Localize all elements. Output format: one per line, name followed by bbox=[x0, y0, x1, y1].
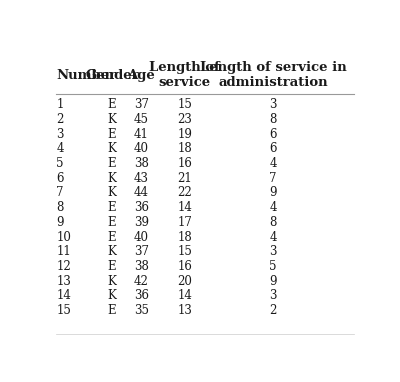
Text: 2: 2 bbox=[270, 304, 277, 317]
Text: 41: 41 bbox=[134, 128, 149, 141]
Text: 4: 4 bbox=[270, 201, 277, 214]
Text: 6: 6 bbox=[270, 142, 277, 155]
Text: 4: 4 bbox=[56, 142, 64, 155]
Text: E: E bbox=[108, 98, 116, 111]
Text: 6: 6 bbox=[270, 128, 277, 141]
Text: 16: 16 bbox=[178, 260, 192, 273]
Text: 38: 38 bbox=[134, 157, 149, 170]
Text: 4: 4 bbox=[270, 157, 277, 170]
Text: 9: 9 bbox=[270, 186, 277, 199]
Text: 22: 22 bbox=[178, 186, 192, 199]
Text: 19: 19 bbox=[178, 128, 192, 141]
Text: 1: 1 bbox=[56, 98, 64, 111]
Text: 12: 12 bbox=[56, 260, 71, 273]
Text: 40: 40 bbox=[134, 142, 149, 155]
Text: Gender: Gender bbox=[85, 69, 139, 82]
Text: 4: 4 bbox=[270, 230, 277, 244]
Text: 14: 14 bbox=[178, 201, 192, 214]
Text: 14: 14 bbox=[56, 289, 71, 303]
Text: 38: 38 bbox=[134, 260, 149, 273]
Text: 23: 23 bbox=[178, 113, 192, 126]
Text: 14: 14 bbox=[178, 289, 192, 303]
Text: 10: 10 bbox=[56, 230, 71, 244]
Text: 7: 7 bbox=[270, 172, 277, 185]
Text: 37: 37 bbox=[134, 245, 149, 258]
Text: 42: 42 bbox=[134, 275, 149, 288]
Text: Age: Age bbox=[128, 69, 155, 82]
Text: 43: 43 bbox=[134, 172, 149, 185]
Text: 5: 5 bbox=[270, 260, 277, 273]
Text: 5: 5 bbox=[56, 157, 64, 170]
Text: E: E bbox=[108, 157, 116, 170]
Text: 3: 3 bbox=[270, 289, 277, 303]
Text: K: K bbox=[108, 245, 116, 258]
Text: 3: 3 bbox=[56, 128, 64, 141]
Text: 8: 8 bbox=[56, 201, 64, 214]
Text: 15: 15 bbox=[56, 304, 71, 317]
Text: 20: 20 bbox=[178, 275, 192, 288]
Text: 36: 36 bbox=[134, 201, 149, 214]
Text: 39: 39 bbox=[134, 216, 149, 229]
Text: Length of service in
administration: Length of service in administration bbox=[200, 61, 346, 89]
Text: K: K bbox=[108, 186, 116, 199]
Text: 15: 15 bbox=[178, 98, 192, 111]
Text: E: E bbox=[108, 128, 116, 141]
Text: K: K bbox=[108, 275, 116, 288]
Text: Length of
service: Length of service bbox=[150, 61, 220, 89]
Text: 13: 13 bbox=[56, 275, 71, 288]
Text: 40: 40 bbox=[134, 230, 149, 244]
Text: 45: 45 bbox=[134, 113, 149, 126]
Text: E: E bbox=[108, 201, 116, 214]
Text: 17: 17 bbox=[178, 216, 192, 229]
Text: 18: 18 bbox=[178, 230, 192, 244]
Text: 37: 37 bbox=[134, 98, 149, 111]
Text: 35: 35 bbox=[134, 304, 149, 317]
Text: E: E bbox=[108, 216, 116, 229]
Text: 11: 11 bbox=[56, 245, 71, 258]
Text: 8: 8 bbox=[270, 113, 277, 126]
Text: K: K bbox=[108, 113, 116, 126]
Text: 6: 6 bbox=[56, 172, 64, 185]
Text: 13: 13 bbox=[178, 304, 192, 317]
Text: 2: 2 bbox=[56, 113, 64, 126]
Text: 16: 16 bbox=[178, 157, 192, 170]
Text: 7: 7 bbox=[56, 186, 64, 199]
Text: E: E bbox=[108, 230, 116, 244]
Text: K: K bbox=[108, 142, 116, 155]
Text: 8: 8 bbox=[270, 216, 277, 229]
Text: E: E bbox=[108, 260, 116, 273]
Text: K: K bbox=[108, 172, 116, 185]
Text: 3: 3 bbox=[270, 98, 277, 111]
Text: E: E bbox=[108, 304, 116, 317]
Text: Number: Number bbox=[56, 69, 116, 82]
Text: 3: 3 bbox=[270, 245, 277, 258]
Text: 9: 9 bbox=[56, 216, 64, 229]
Text: 18: 18 bbox=[178, 142, 192, 155]
Text: 44: 44 bbox=[134, 186, 149, 199]
Text: 36: 36 bbox=[134, 289, 149, 303]
Text: 9: 9 bbox=[270, 275, 277, 288]
Text: 21: 21 bbox=[178, 172, 192, 185]
Text: K: K bbox=[108, 289, 116, 303]
Text: 15: 15 bbox=[178, 245, 192, 258]
